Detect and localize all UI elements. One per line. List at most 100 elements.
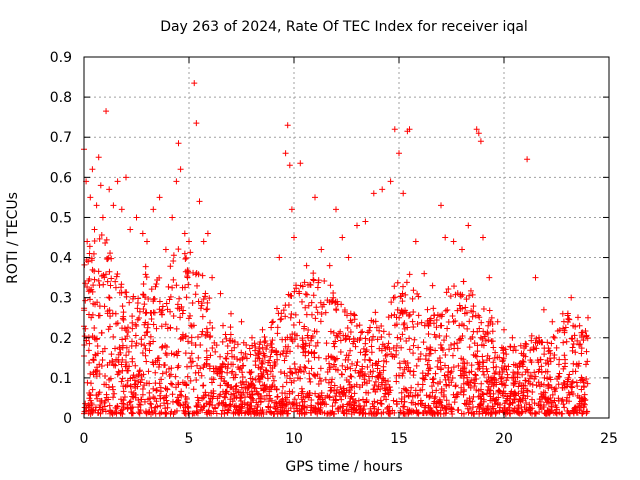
data-point <box>219 388 226 395</box>
data-point <box>281 408 288 415</box>
data-point <box>279 350 286 357</box>
data-point <box>504 374 511 381</box>
data-point <box>356 410 363 417</box>
data-point <box>90 282 97 289</box>
data-point <box>541 394 548 401</box>
data-point <box>582 396 589 403</box>
data-point <box>237 407 244 414</box>
data-point <box>311 328 318 335</box>
data-point <box>399 310 406 317</box>
data-point <box>498 374 505 381</box>
data-point <box>82 400 89 407</box>
data-point <box>118 206 125 213</box>
data-point <box>493 379 500 386</box>
data-point <box>171 351 178 358</box>
data-point <box>106 307 113 314</box>
data-point <box>297 160 304 167</box>
data-point <box>406 311 413 318</box>
data-point <box>269 347 276 354</box>
data-point <box>232 371 239 378</box>
data-point <box>185 315 192 322</box>
data-point <box>507 410 514 417</box>
data-point <box>310 276 317 283</box>
data-point <box>447 341 454 348</box>
data-point <box>106 359 113 366</box>
data-point <box>114 403 121 410</box>
data-point <box>530 344 537 351</box>
data-point <box>86 243 93 250</box>
data-point <box>278 315 285 322</box>
data-point <box>298 298 305 305</box>
data-point <box>443 406 450 413</box>
data-point <box>291 331 298 338</box>
data-point <box>84 379 91 386</box>
data-point <box>578 350 585 357</box>
data-point <box>91 237 98 244</box>
data-point <box>158 344 165 351</box>
data-point <box>140 305 147 312</box>
data-point <box>106 268 113 275</box>
data-point <box>301 323 308 330</box>
data-point <box>572 349 579 356</box>
data-point <box>231 403 238 410</box>
data-point <box>142 352 149 359</box>
data-point <box>313 304 320 311</box>
data-point <box>484 378 491 385</box>
data-point <box>490 344 497 351</box>
data-point <box>184 338 191 345</box>
data-point <box>455 406 462 413</box>
data-point <box>102 408 109 415</box>
data-point <box>310 350 317 357</box>
data-point <box>99 357 106 364</box>
data-point <box>428 383 435 390</box>
data-point <box>433 403 440 410</box>
data-point <box>118 289 125 296</box>
data-point <box>288 206 295 213</box>
data-point <box>334 334 341 341</box>
data-point <box>98 232 105 239</box>
data-point <box>280 307 287 314</box>
data-point <box>494 318 501 325</box>
data-point <box>462 401 469 408</box>
data-point <box>248 388 255 395</box>
data-point <box>409 318 416 325</box>
data-point <box>138 372 145 379</box>
data-point <box>96 282 103 289</box>
data-point <box>120 400 127 407</box>
x-tick-label: 25 <box>600 431 618 447</box>
data-point <box>481 407 488 414</box>
data-point <box>569 336 576 343</box>
data-point <box>232 388 239 395</box>
data-point <box>289 370 296 377</box>
data-point <box>474 328 481 335</box>
data-point <box>150 385 157 392</box>
data-point <box>238 349 245 356</box>
data-point <box>552 385 559 392</box>
data-point <box>264 342 271 349</box>
data-point <box>378 334 385 341</box>
data-point <box>383 396 390 403</box>
data-point <box>96 235 103 242</box>
data-point <box>305 302 312 309</box>
data-point <box>223 355 230 362</box>
data-point <box>412 387 419 394</box>
data-point <box>210 387 217 394</box>
data-point <box>123 352 130 359</box>
data-point <box>82 325 89 332</box>
data-point <box>353 322 360 329</box>
data-point <box>310 292 317 299</box>
data-point <box>577 341 584 348</box>
data-point <box>173 407 180 414</box>
data-point <box>120 383 127 390</box>
data-point <box>118 396 125 403</box>
data-point <box>582 361 589 368</box>
data-point <box>161 400 168 407</box>
data-point <box>135 295 142 302</box>
data-point <box>414 290 421 297</box>
data-point <box>472 371 479 378</box>
x-tick-label: 0 <box>80 431 89 447</box>
data-point <box>424 361 431 368</box>
data-point <box>135 378 142 385</box>
data-point <box>374 399 381 406</box>
data-point <box>288 369 295 376</box>
